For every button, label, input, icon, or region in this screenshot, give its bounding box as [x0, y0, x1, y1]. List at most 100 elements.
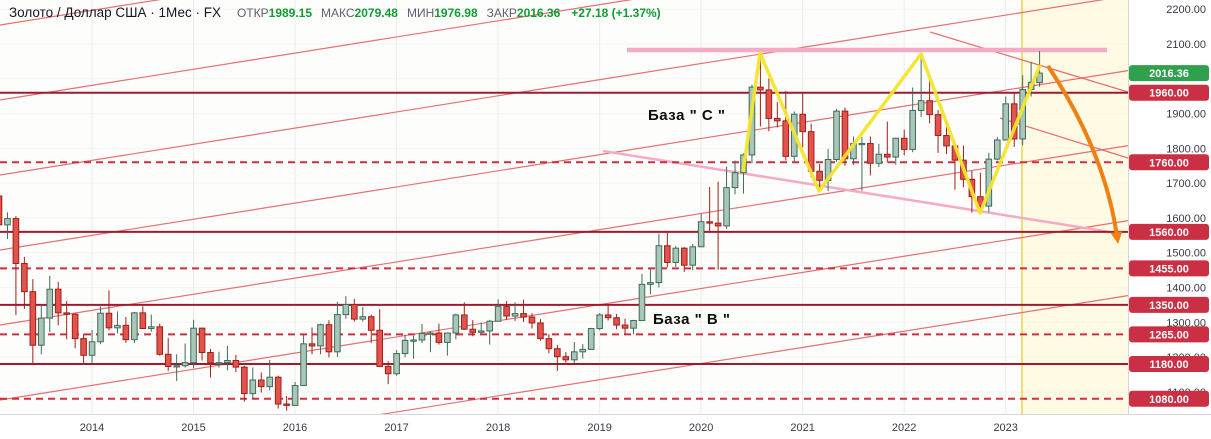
candle [528, 316, 536, 324]
annotation-base-b[interactable]: База " В " [653, 311, 731, 328]
candle [444, 332, 451, 343]
ohlc-close: ЗАКР2016.36 [487, 5, 561, 20]
candle [655, 245, 663, 284]
candle [207, 352, 214, 364]
candle [266, 376, 274, 388]
candle [342, 304, 350, 316]
candle [545, 338, 553, 350]
candle [190, 327, 197, 364]
trendlines[interactable] [0, 0, 1129, 439]
candle [494, 306, 502, 322]
pink-trendline[interactable] [602, 149, 1111, 234]
candle [926, 100, 933, 116]
price-badge-1080.00 [1129, 390, 1209, 407]
candle [410, 339, 417, 342]
candle [122, 324, 130, 341]
candle [181, 362, 189, 367]
candle [570, 351, 578, 361]
candle [393, 353, 400, 375]
drawings[interactable] [741, 51, 1123, 244]
x-axis-label-2019: 2019 [587, 422, 611, 434]
candle [63, 312, 70, 315]
price-badge-label: 1350.00 [1149, 300, 1189, 312]
price-tick-1500.00: 1500.00 [1166, 248, 1206, 260]
candle [604, 314, 612, 319]
candle [0, 195, 3, 226]
time-axis[interactable]: 2014 2015 2016 2017 2018 2019 2020 2021 2022 2023 [0, 414, 1211, 439]
candle [131, 312, 138, 341]
level-lines[interactable] [0, 91, 1128, 400]
candle [38, 317, 45, 346]
annotation-base-c[interactable]: База " С " [648, 107, 726, 124]
candles [0, 51, 1043, 411]
close-label: ЗАКР [486, 6, 517, 20]
change-value: +27.18 (+1.37%) [571, 6, 661, 20]
forecast-arrow[interactable] [1046, 64, 1123, 244]
candle [1036, 72, 1043, 84]
ohlc-open: ОТКР1989.15 [237, 5, 312, 20]
candle [503, 306, 510, 317]
candle [274, 376, 282, 405]
x-axis-label-2021: 2021 [790, 422, 814, 434]
candle [562, 356, 570, 361]
candle [477, 330, 485, 333]
candle [427, 332, 434, 335]
candle [892, 137, 900, 158]
channel-line[interactable] [0, 0, 1128, 176]
candle [799, 113, 807, 133]
price-badge-1455.00 [1129, 260, 1209, 277]
x-axis-label-2017: 2017 [384, 422, 408, 434]
candle [241, 366, 248, 395]
candle [4, 218, 11, 226]
candle [511, 313, 519, 317]
candle [105, 312, 113, 329]
candle [765, 89, 773, 119]
price-tick-2100.00: 2100.00 [1166, 39, 1206, 51]
candle [359, 316, 367, 320]
price-axis[interactable]: 2200.00 2100.00 1900.00 1800.00 1700.00 1600.… [1128, 0, 1211, 439]
open-value: 1989.15 [268, 6, 313, 20]
candle [147, 326, 155, 330]
candle [257, 379, 265, 388]
candle [461, 314, 468, 330]
descending-line[interactable] [929, 31, 1129, 93]
candle [198, 327, 206, 354]
candle [833, 110, 840, 160]
price-badge-label: 1455.00 [1149, 263, 1189, 275]
channel-line[interactable] [0, 0, 1128, 101]
candle [401, 339, 409, 355]
channel-line[interactable] [0, 295, 1129, 439]
candle [224, 360, 231, 364]
low-label: МИН [406, 6, 435, 20]
price-tick-1900.00: 1900.00 [1166, 109, 1206, 121]
price-tick-1700.00: 1700.00 [1166, 178, 1206, 190]
candle [384, 365, 392, 375]
candle [317, 324, 324, 347]
candle [452, 314, 460, 334]
candle [587, 328, 595, 350]
ohlc-low: МИН1976.98 [407, 5, 478, 20]
candle [621, 324, 629, 329]
channel-line[interactable] [0, 145, 1129, 326]
time-axis-bg[interactable] [0, 414, 1211, 439]
price-badge-label: 1080.00 [1149, 394, 1189, 406]
yellow-zigzag[interactable] [741, 51, 1042, 215]
x-axis-label-2014: 2014 [80, 422, 104, 434]
candle [782, 120, 790, 157]
candle [647, 282, 654, 285]
candle [858, 142, 866, 146]
symbol-title[interactable]: Золото / Доллар США · 1Мес · FX [9, 5, 221, 20]
candle [97, 312, 104, 343]
candle [934, 114, 942, 136]
candle [469, 328, 477, 333]
price-badge-1960.00 [1129, 84, 1209, 101]
close-value: 2016.36 [516, 6, 561, 20]
channel-line[interactable] [0, 220, 1129, 401]
candle [418, 332, 426, 341]
price-tick-1600.00: 1600.00 [1166, 213, 1206, 225]
candle [215, 362, 223, 365]
candle [80, 338, 87, 356]
candle [706, 221, 713, 224]
candle [249, 379, 257, 395]
